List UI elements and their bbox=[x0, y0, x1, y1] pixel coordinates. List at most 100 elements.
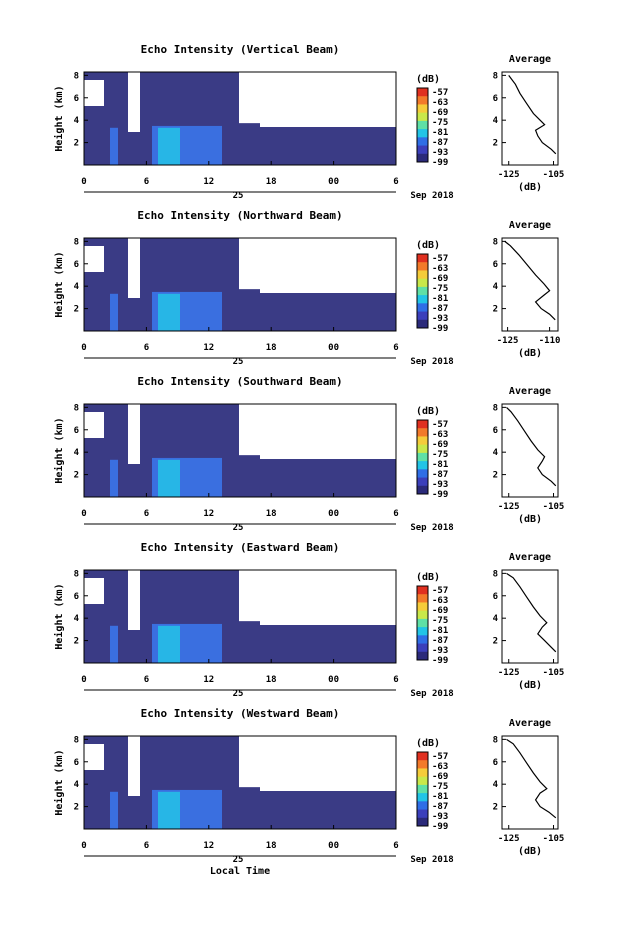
y-tick-label: 2 bbox=[74, 471, 79, 481]
x-axis-label: Local Time bbox=[210, 865, 270, 877]
colorbar-segment bbox=[417, 420, 428, 429]
average-frame bbox=[501, 735, 559, 830]
heatmap-streak bbox=[110, 459, 118, 497]
average-y-tick-label: 6 bbox=[493, 758, 498, 768]
colorbar-segment bbox=[417, 618, 428, 628]
average-y-tick-label: 6 bbox=[493, 94, 498, 104]
colorbar-segment bbox=[417, 303, 428, 313]
colorbar-unit: (dB) bbox=[416, 74, 440, 85]
colorbar-segment bbox=[417, 817, 428, 827]
average-profile-line bbox=[504, 240, 556, 321]
y-tick-label: 6 bbox=[74, 260, 79, 270]
average-frame bbox=[501, 71, 559, 166]
colorbar-tick-label: -81 bbox=[432, 792, 448, 802]
y-tick-label: 2 bbox=[74, 305, 79, 315]
colorbar-tick-label: -63 bbox=[432, 596, 448, 606]
x-tick-label: 6 bbox=[144, 675, 149, 685]
average-title: Average bbox=[509, 718, 551, 729]
colorbar-tick-label: -93 bbox=[432, 314, 448, 324]
panel-title: Echo Intensity (Northward Beam) bbox=[137, 209, 342, 222]
average-y-tick-label: 6 bbox=[493, 426, 498, 436]
colorbar-tick-label: -57 bbox=[432, 752, 448, 762]
colorbar-segment bbox=[417, 104, 428, 114]
colorbar-segment bbox=[417, 278, 428, 288]
heatmap-gap bbox=[84, 246, 104, 272]
colorbar-segment bbox=[417, 262, 428, 271]
x-tick-label: 0 bbox=[81, 841, 86, 851]
date-tick-label: 25 bbox=[233, 357, 244, 367]
colorbar-segment bbox=[417, 760, 428, 769]
colorbar-frame bbox=[416, 253, 429, 329]
x-tick-label: 6 bbox=[393, 841, 398, 851]
heatmap-area bbox=[84, 404, 396, 497]
x-tick-label: 18 bbox=[266, 509, 277, 519]
panel-1: Echo Intensity (Northward Beam) 2 4 6 8 Heigh… bbox=[53, 209, 560, 367]
date-label: Sep 2018 bbox=[410, 523, 453, 533]
x-tick-label: 18 bbox=[266, 343, 277, 353]
average-y-tick-label: 6 bbox=[493, 260, 498, 270]
average-y-tick-label: 2 bbox=[493, 305, 498, 315]
heatmap-gap bbox=[128, 736, 140, 796]
colorbar-segment bbox=[417, 88, 428, 97]
x-tick-label: 18 bbox=[266, 177, 277, 187]
date-tick-label: 25 bbox=[233, 689, 244, 699]
heatmap-area bbox=[84, 570, 396, 663]
plot-frame bbox=[83, 237, 397, 332]
colorbar-segment bbox=[417, 801, 428, 811]
panel-title: Echo Intensity (Eastward Beam) bbox=[141, 541, 340, 554]
average-x-tick-label: -110 bbox=[539, 336, 561, 346]
average-x-tick-label: -125 bbox=[498, 502, 520, 512]
average-y-tick-label: 2 bbox=[493, 803, 498, 813]
colorbar-segment bbox=[417, 286, 428, 296]
x-tick-label: 6 bbox=[144, 841, 149, 851]
x-tick-label: 00 bbox=[328, 841, 339, 851]
heatmap-gap bbox=[260, 77, 396, 127]
heatmap-area bbox=[84, 72, 396, 165]
average-panel: Average 2 4 6 8 -125 -105(dB) bbox=[493, 386, 565, 525]
colorbar-tick-label: -87 bbox=[432, 470, 448, 480]
x-tick-label: 6 bbox=[393, 675, 398, 685]
heatmap-streak bbox=[212, 127, 218, 165]
average-frame bbox=[501, 403, 559, 498]
colorbar-tick-label: -81 bbox=[432, 626, 448, 636]
colorbar-segment bbox=[417, 254, 428, 263]
x-tick-label: 00 bbox=[328, 343, 339, 353]
heatmap-gap bbox=[260, 741, 396, 791]
y-tick-label: 8 bbox=[74, 569, 79, 579]
colorbar-segment bbox=[417, 627, 428, 636]
x-tick-label: 6 bbox=[393, 509, 398, 519]
average-panel: Average 2 4 6 8 -125 -105(dB) bbox=[493, 718, 565, 857]
colorbar-tick-label: -57 bbox=[432, 88, 448, 98]
x-tick-label: 00 bbox=[328, 509, 339, 519]
colorbar-tick-label: -57 bbox=[432, 586, 448, 596]
plot-frame bbox=[83, 403, 397, 498]
colorbar-tick-label: -87 bbox=[432, 636, 448, 646]
colorbar: (dB) -57-63-69-75-81-87-93-99 bbox=[416, 74, 448, 168]
colorbar-tick-label: -81 bbox=[432, 128, 448, 138]
panel-0: Echo Intensity (Vertical Beam) 2 4 6 8 Height… bbox=[53, 43, 564, 201]
heatmap-streak bbox=[212, 293, 218, 331]
heatmap-streak bbox=[110, 625, 118, 663]
y-tick-label: 2 bbox=[74, 803, 79, 813]
y-tick-label: 4 bbox=[74, 614, 80, 624]
panel-title: Echo Intensity (Westward Beam) bbox=[141, 707, 340, 720]
x-tick-label: 0 bbox=[81, 343, 86, 353]
colorbar-frame bbox=[416, 751, 429, 827]
date-label: Sep 2018 bbox=[410, 689, 453, 699]
colorbar-segment bbox=[417, 610, 428, 620]
colorbar: (dB) -57-63-69-75-81-87-93-99 bbox=[416, 240, 448, 334]
colorbar-tick-label: -87 bbox=[432, 802, 448, 812]
colorbar-segment bbox=[417, 444, 428, 454]
colorbar-tick-label: -87 bbox=[432, 138, 448, 148]
average-x-label: (dB) bbox=[518, 348, 542, 359]
average-profile-line bbox=[506, 406, 557, 487]
y-tick-label: 4 bbox=[74, 780, 80, 790]
y-tick-label: 8 bbox=[74, 237, 79, 247]
y-tick-label: 4 bbox=[74, 116, 80, 126]
heatmap-streak bbox=[110, 293, 118, 331]
panel-title: Echo Intensity (Southward Beam) bbox=[137, 375, 342, 388]
heatmap-cloud-core bbox=[158, 459, 180, 497]
x-tick-label: 6 bbox=[393, 343, 398, 353]
colorbar-unit: (dB) bbox=[416, 572, 440, 583]
